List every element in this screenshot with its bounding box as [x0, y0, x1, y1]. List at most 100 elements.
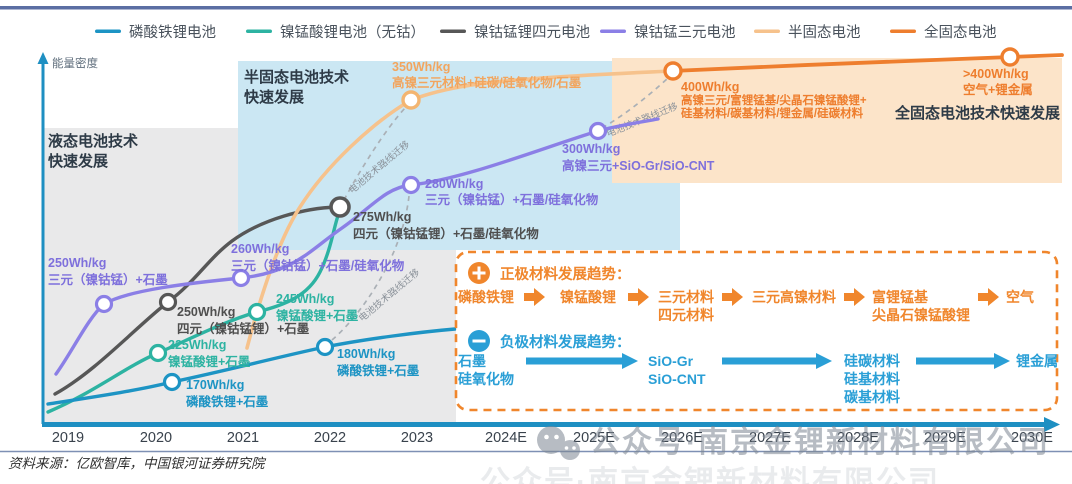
arrow-right-icon: [524, 288, 545, 306]
cathode-item-limn-l1: 富锂锰基: [872, 289, 929, 305]
legend-swatch-quaternary: [440, 29, 466, 33]
label-250q-desc: 四元（镍钴锰锂）+石墨: [177, 321, 310, 336]
x-axis-arrowhead: [1044, 417, 1060, 432]
cathode-item-lnmo: 镍锰酸锂: [560, 289, 616, 305]
anode-item-sic-l2: 硅基材料: [844, 371, 900, 387]
curve-lnmo: [46, 208, 342, 414]
watermark: 公众号·南京金锂新材料有限公司: [537, 425, 1048, 460]
label-300-desc: 高镍三元+SiO-Gr/SiO-CNT: [562, 158, 715, 173]
legend-label-ternary: 镍钴锰三元电池: [634, 24, 736, 41]
tick-2021: 2021: [227, 430, 259, 446]
y-axis-label: 能量密度: [52, 56, 98, 70]
label-225-desc: 镍锰酸锂+石墨: [168, 354, 251, 369]
legend-swatch-ternary: [600, 29, 626, 33]
tick-2026e: 2026E: [661, 430, 703, 446]
label-400-value: 400Wh/kg: [681, 80, 739, 94]
tick-2028e: 2028E: [837, 430, 879, 446]
cathode-item-lfp: 磷酸铁锂: [458, 289, 514, 305]
top-divider: [0, 6, 1072, 10]
marker-400: [663, 61, 683, 81]
long-arrow-right-icon: [722, 353, 832, 369]
label-260-desc: 三元（镍钴锰）+石墨/硅氧化物: [231, 258, 405, 273]
legend: 磷酸铁锂电池 镍锰酸锂电池（无钴） 镍钴锰锂四元电池 镍钴锰三元电池 半固态电池…: [95, 23, 997, 41]
label-170-value: 170Wh/kg: [186, 378, 244, 392]
tick-2019: 2019: [52, 430, 84, 446]
marker-350: [401, 90, 421, 110]
marker-180: [315, 337, 335, 357]
anode-trend-title: 负极材料发展趋势：: [500, 333, 631, 351]
label-275-desc: 四元（镍钴锰锂）+石墨/硅氧化物: [353, 226, 539, 241]
tick-2020: 2020: [140, 430, 172, 446]
label-245-desc: 镍锰酸锂+石墨: [276, 308, 359, 323]
anode-item-sio-l1: SiO-Gr: [648, 353, 694, 369]
migration-connectors: [331, 77, 669, 341]
label-300-value: 300Wh/kg: [562, 142, 620, 156]
tick-2022: 2022: [314, 430, 346, 446]
legend-swatch-lnmo: [246, 29, 272, 33]
arrow-right-icon: [844, 288, 865, 306]
label-250t-value: 250Wh/kg: [48, 256, 106, 270]
label-180-value: 180Wh/kg: [337, 347, 395, 361]
label-400plus-desc: 空气+锂金属: [963, 82, 1033, 97]
label-250t-desc: 三元（镍钴锰）+石墨: [48, 272, 168, 287]
watermark-text-faint: 公众号·南京金锂新材料有限公司: [480, 465, 940, 484]
semisolid-title-line2: 快速发展: [244, 88, 304, 106]
material-trend-box: 正极材料发展趋势： 磷酸铁锂 镍锰酸锂 三元材料 四元材料 三元高镍材料 富锂锰…: [454, 250, 1059, 412]
anode-item-graphite-l2: 硅氧化物: [458, 371, 514, 387]
arrow-right-icon: [722, 288, 743, 306]
tick-2027e: 2027E: [749, 430, 791, 446]
legend-swatch-lfp: [95, 29, 121, 33]
tick-2024e: 2024E: [485, 430, 527, 446]
label-250q-value: 250Wh/kg: [177, 305, 235, 319]
point-labels: 170Wh/kg 磷酸铁锂+石墨 180Wh/kg 磷酸铁锂+石墨 225Wh/…: [48, 60, 1033, 409]
legend-swatch-semisolid: [754, 29, 780, 33]
legend-label-lfp: 磷酸铁锂电池: [129, 24, 216, 41]
label-170-desc: 磷酸铁锂+石墨: [186, 394, 269, 409]
marker-250-quaternary: [158, 292, 178, 312]
arrow-right-icon: [978, 288, 999, 306]
marker-400plus: [1000, 47, 1020, 67]
trend-box-border: [454, 250, 1059, 412]
curve-quaternary: [53, 205, 339, 396]
marker-250-ternary: [94, 294, 114, 314]
source-note: 资料来源：亿欧智库，中国银河证券研究院: [8, 456, 267, 471]
legend-label-lnmo: 镍锰酸锂电池（无钴）: [280, 24, 425, 41]
liquid-title-line1: 液态电池技术: [48, 132, 138, 150]
curve-lfp: [46, 327, 457, 406]
cathode-item-highnickel: 三元高镍材料: [752, 289, 836, 305]
tick-2030e: 2030E: [1011, 430, 1053, 446]
anode-item-sio-l2: SiO-CNT: [648, 371, 706, 387]
legend-label-semisolid: 半固态电池: [788, 24, 861, 41]
label-180-desc: 磷酸铁锂+石墨: [337, 363, 420, 378]
legend-label-solidstate: 全固态电池: [924, 23, 997, 41]
marker-280: [401, 175, 421, 195]
legend-swatch-solidstate: [890, 29, 916, 33]
data-markers: [94, 47, 1020, 392]
migration-line-1: [343, 107, 406, 201]
tick-2025e: 2025E: [573, 430, 615, 446]
marker-225: [148, 343, 168, 363]
anode-item-sic-l1: 硅碳材料: [844, 353, 900, 369]
label-275-value: 275Wh/kg: [353, 210, 411, 224]
migration-line-2: [331, 195, 410, 341]
label-400-desc1: 高镍三元/富锂锰基/尖晶石镍锰酸锂+: [681, 93, 867, 107]
axes: 能量密度: [37, 52, 1060, 432]
label-280-desc: 三元（镍钴锰）+石墨/硅氧化物: [425, 192, 599, 207]
marker-170: [162, 372, 182, 392]
label-400-desc2: 硅基材料/碳基材料/锂金属/硅碳材料: [681, 106, 864, 120]
label-400plus-value: >400Wh/kg: [963, 67, 1029, 81]
anode-item-sic-l3: 碳基材料: [844, 389, 900, 405]
x-axis-ticks: 2019 2020 2021 2022 2023 2024E 2025E 202…: [52, 430, 1053, 446]
anode-item-graphite-l1: 石墨: [457, 353, 486, 369]
label-225-value: 225Wh/kg: [168, 338, 226, 352]
arrow-right-icon: [628, 288, 649, 306]
curve-solidstate: [670, 53, 1064, 73]
cathode-item-ternary-l1: 三元材料: [658, 289, 714, 305]
marker-260: [231, 268, 251, 288]
anode-item-limetal: 锂金属: [1016, 353, 1058, 369]
label-245-value: 245Wh/kg: [276, 292, 334, 306]
wechat-icon: [537, 426, 580, 460]
liquid-title-line2: 快速发展: [48, 152, 108, 170]
